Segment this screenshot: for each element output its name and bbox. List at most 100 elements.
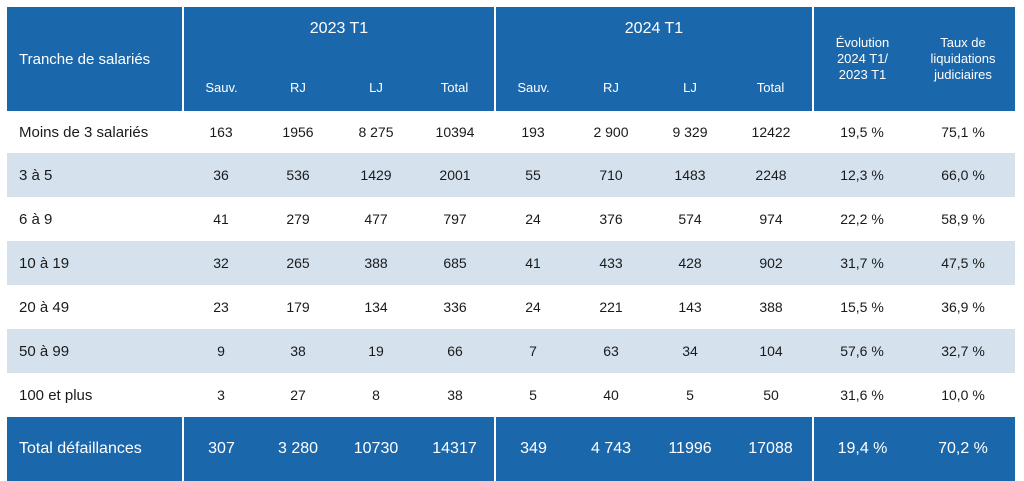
table-cell: 58,9 % <box>911 197 1015 241</box>
table-cell: 710 <box>571 153 651 197</box>
table-cell: 388 <box>729 285 813 329</box>
table-cell: 8 275 <box>337 111 415 153</box>
table-cell: 7 <box>495 329 571 373</box>
table-cell: 388 <box>337 241 415 285</box>
table-cell: 477 <box>337 197 415 241</box>
total-cell: 14317 <box>415 417 495 481</box>
table-cell: 1483 <box>651 153 729 197</box>
table-cell: 2248 <box>729 153 813 197</box>
table-cell: 9 <box>183 329 259 373</box>
table-cell: 38 <box>415 373 495 417</box>
subheader-2023-total: Total <box>415 51 495 111</box>
subheader-2023-lj: LJ <box>337 51 415 111</box>
table-cell: 22,2 % <box>813 197 911 241</box>
subheader-2024-sauv: Sauv. <box>494 51 571 111</box>
total-cell: 10730 <box>337 417 415 481</box>
row-label: 3 à 5 <box>7 153 183 197</box>
table-cell: 41 <box>183 197 259 241</box>
table-cell: 24 <box>495 197 571 241</box>
table-row: 6 à 9 41 279 477 797 24 376 574 974 22,2 % 58,9 % <box>7 197 1015 241</box>
row-label-header: Tranche de salariés <box>7 7 183 111</box>
table-cell: 23 <box>183 285 259 329</box>
table-cell: 12,3 % <box>813 153 911 197</box>
table-cell: 376 <box>571 197 651 241</box>
table-cell: 428 <box>651 241 729 285</box>
table-cell: 31,6 % <box>813 373 911 417</box>
row-label: 10 à 19 <box>7 241 183 285</box>
table-cell: 574 <box>651 197 729 241</box>
total-cell: 3 280 <box>259 417 337 481</box>
taux-header: Taux de liquidations judiciaires <box>911 7 1015 111</box>
table-row: 50 à 99 9 38 19 66 7 63 34 104 57,6 % 32,7 % <box>7 329 1015 373</box>
total-cell: 19,4 % <box>812 417 911 481</box>
table-cell: 221 <box>571 285 651 329</box>
defaillances-table: Tranche de salariés 2023 T1 2024 T1 Évol… <box>7 7 1015 481</box>
table-cell: 10394 <box>415 111 495 153</box>
table-cell: 265 <box>259 241 337 285</box>
table-cell: 193 <box>495 111 571 153</box>
total-row: Total défaillances 307 3 280 10730 14317… <box>7 417 1015 481</box>
table-cell: 5 <box>651 373 729 417</box>
subheader-2024-total: Total <box>729 51 813 111</box>
table-body: Moins de 3 salariés 163 1956 8 275 10394 193 2… <box>7 111 1015 417</box>
table-cell: 433 <box>571 241 651 285</box>
table-cell: 31,7 % <box>813 241 911 285</box>
table-cell: 32 <box>183 241 259 285</box>
table-cell: 34 <box>651 329 729 373</box>
total-cell: 17088 <box>729 417 813 481</box>
table-cell: 19 <box>337 329 415 373</box>
group-header-2024: 2024 T1 <box>494 7 813 51</box>
taux-header-line: liquidations <box>930 51 996 66</box>
header-row-top: Tranche de salariés 2023 T1 2024 T1 Évol… <box>7 7 1015 111</box>
table-cell: 63 <box>571 329 651 373</box>
row-label: 20 à 49 <box>7 285 183 329</box>
subheader-2023-rj: RJ <box>259 51 337 111</box>
table-cell: 163 <box>183 111 259 153</box>
table-cell: 40 <box>571 373 651 417</box>
table-cell: 2 900 <box>571 111 651 153</box>
table-cell: 55 <box>495 153 571 197</box>
table-cell: 36,9 % <box>911 285 1015 329</box>
evolution-header-line: Évolution <box>835 35 890 50</box>
table-cell: 974 <box>729 197 813 241</box>
group-header-2023: 2023 T1 <box>182 7 495 51</box>
total-cell: 4 743 <box>571 417 651 481</box>
table-cell: 1429 <box>337 153 415 197</box>
subheader-2024-lj: LJ <box>651 51 729 111</box>
table-cell: 902 <box>729 241 813 285</box>
table-cell: 10,0 % <box>911 373 1015 417</box>
table-cell: 143 <box>651 285 729 329</box>
row-label: 100 et plus <box>7 373 183 417</box>
row-label: Moins de 3 salariés <box>7 111 183 153</box>
table-cell: 3 <box>183 373 259 417</box>
table-cell: 66 <box>415 329 495 373</box>
total-cell: 349 <box>494 417 571 481</box>
table-cell: 104 <box>729 329 813 373</box>
table-cell: 15,5 % <box>813 285 911 329</box>
table-cell: 47,5 % <box>911 241 1015 285</box>
total-row-label: Total défaillances <box>7 417 183 481</box>
table-row: Moins de 3 salariés 163 1956 8 275 10394 193 2… <box>7 111 1015 153</box>
table-cell: 24 <box>495 285 571 329</box>
total-cell: 70,2 % <box>911 417 1015 481</box>
table-row: 3 à 5 36 536 1429 2001 55 710 1483 2248 12,3 % 66,… <box>7 153 1015 197</box>
table-row: 10 à 19 32 265 388 685 41 433 428 902 31,7 % 47,5 … <box>7 241 1015 285</box>
table-cell: 1956 <box>259 111 337 153</box>
subheader-2024-rj: RJ <box>571 51 651 111</box>
table-cell: 2001 <box>415 153 495 197</box>
table-cell: 38 <box>259 329 337 373</box>
table-cell: 41 <box>495 241 571 285</box>
table-cell: 27 <box>259 373 337 417</box>
table-cell: 66,0 % <box>911 153 1015 197</box>
header-row-sub: Sauv. RJ LJ Total Sauv. RJ LJ Total <box>7 51 1015 111</box>
table-cell: 279 <box>259 197 337 241</box>
table-cell: 536 <box>259 153 337 197</box>
evolution-header-line: 2023 T1 <box>838 67 887 82</box>
table-row: 20 à 49 23 179 134 336 24 221 143 388 15,5 % 36,9 … <box>7 285 1015 329</box>
evolution-header: Évolution 2024 T1/ 2023 T1 <box>812 7 911 111</box>
table-cell: 336 <box>415 285 495 329</box>
taux-header-line: judiciaires <box>934 67 992 82</box>
row-label: 6 à 9 <box>7 197 183 241</box>
table-cell: 32,7 % <box>911 329 1015 373</box>
